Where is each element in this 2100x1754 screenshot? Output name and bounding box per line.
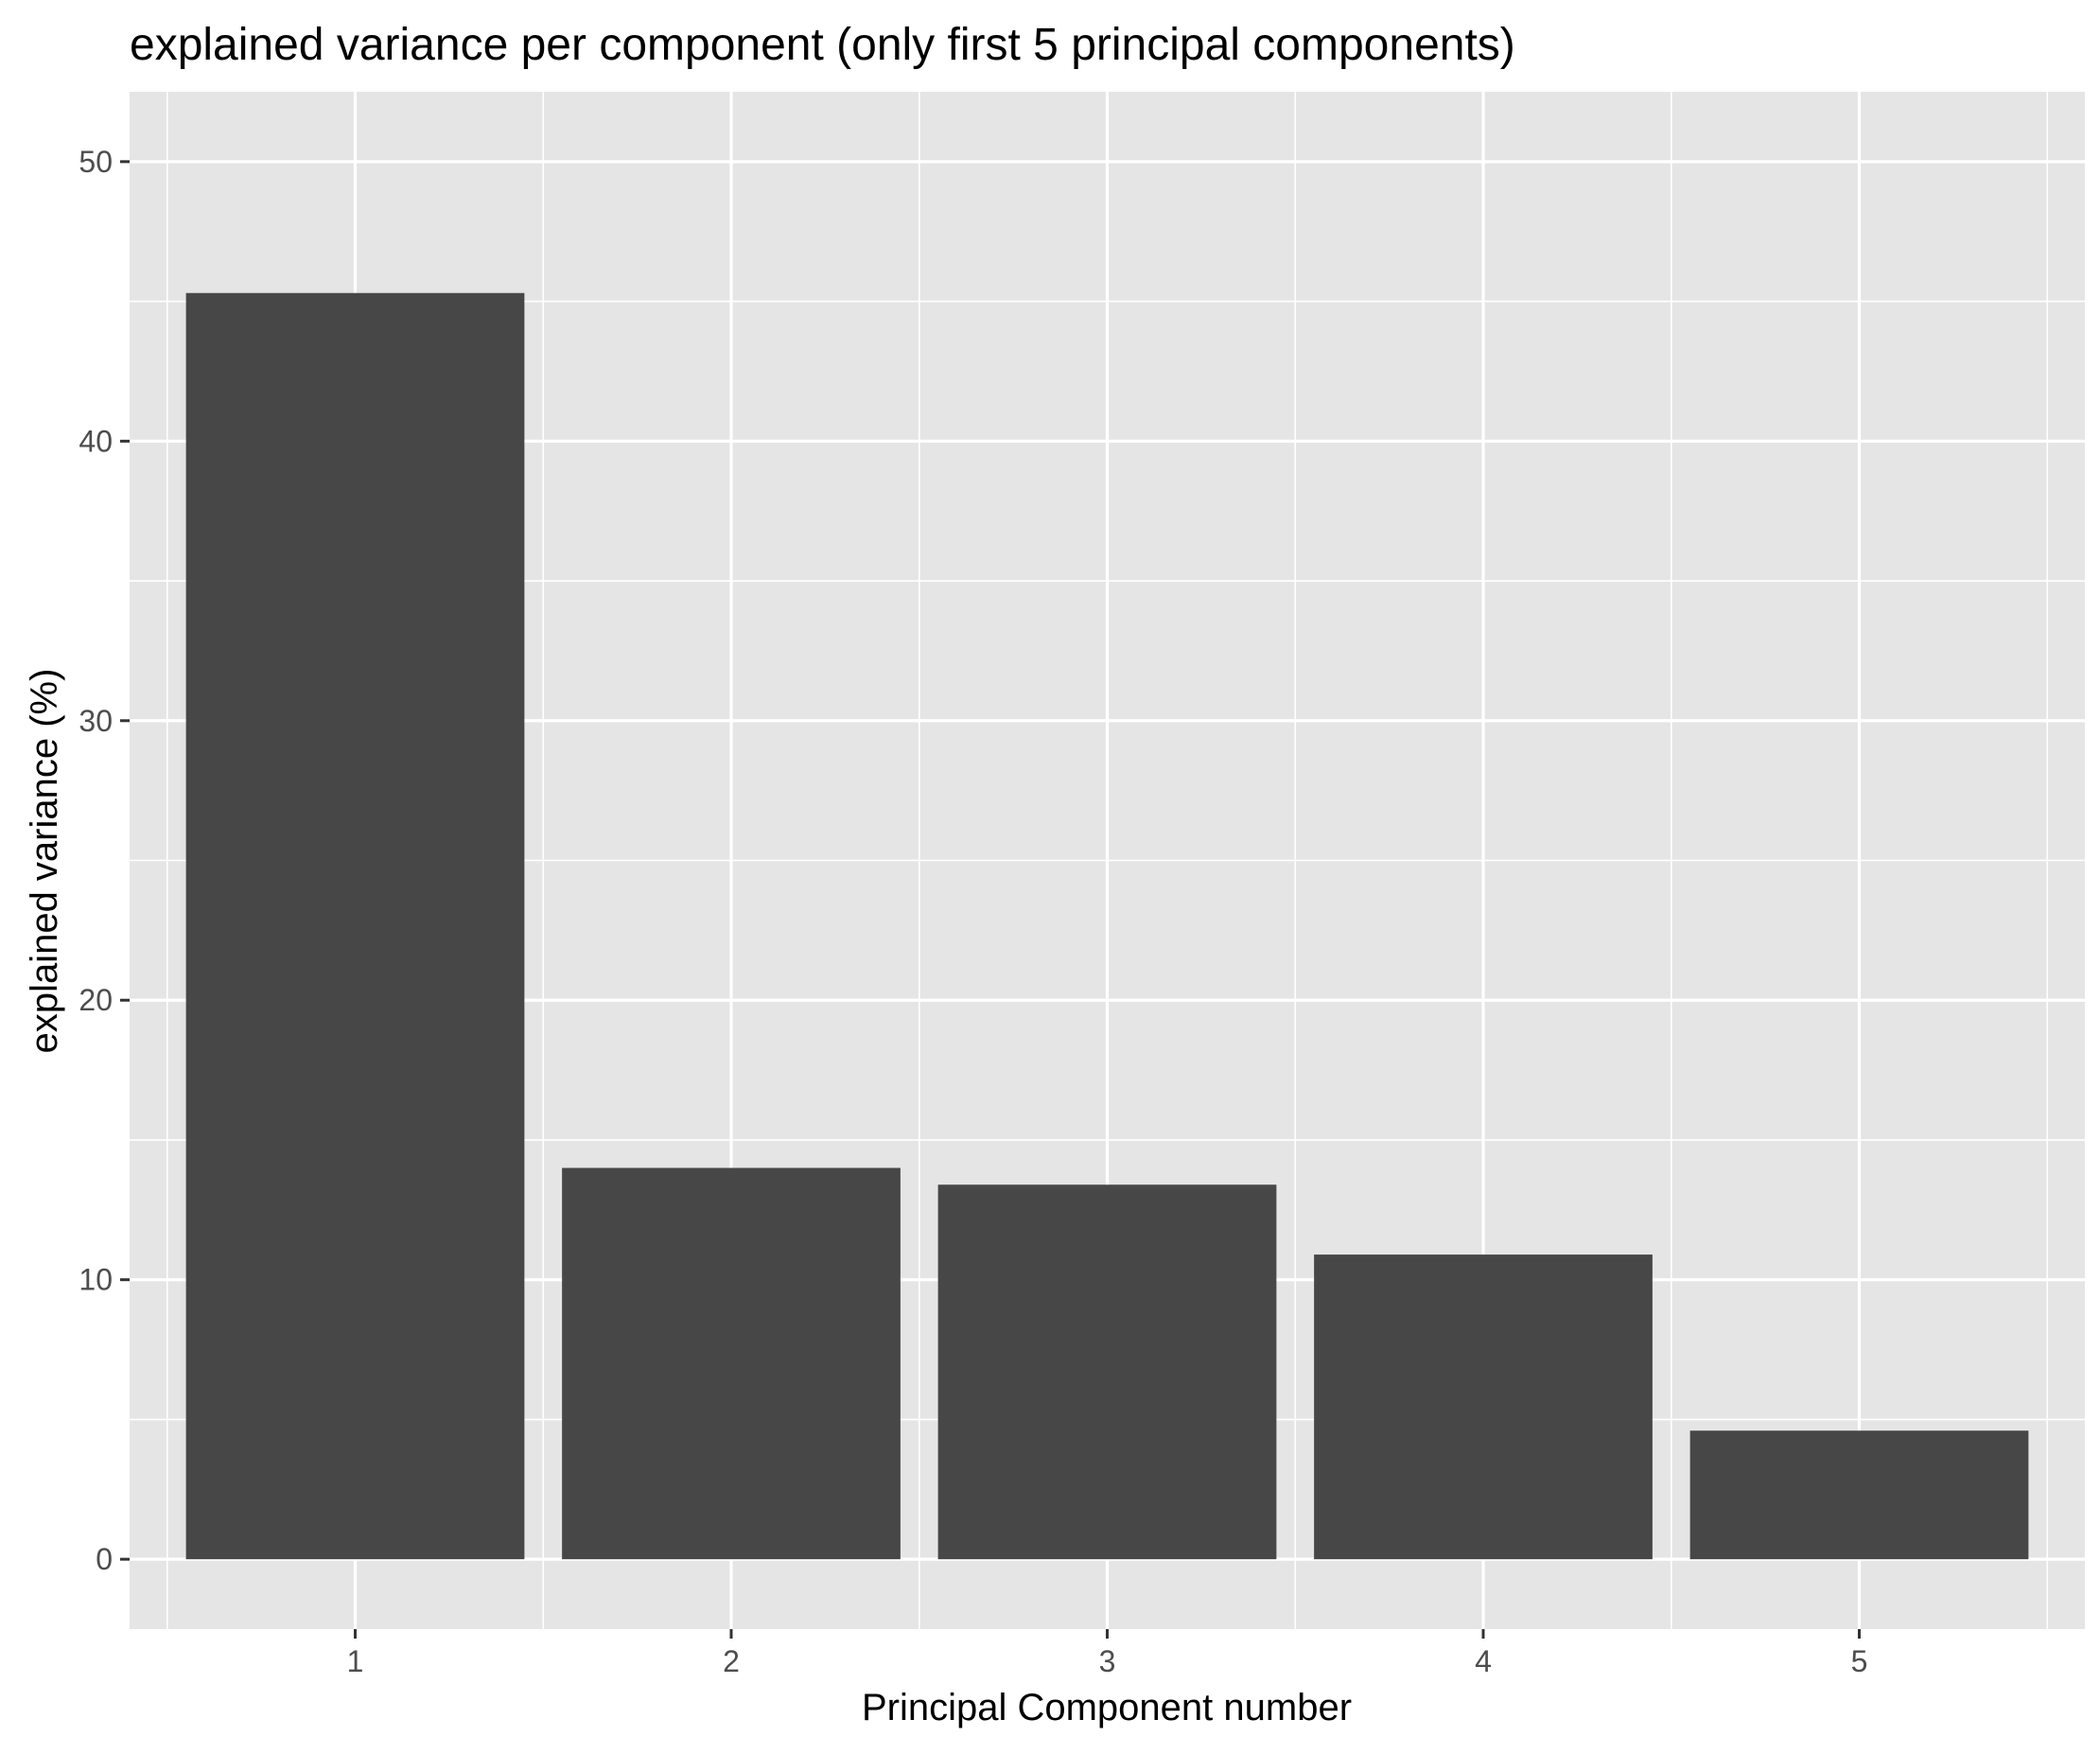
x-tick-label: 1 [347, 1644, 364, 1678]
y-tick-label: 50 [79, 145, 113, 179]
bar-5 [1689, 1430, 2029, 1560]
x-axis-title: Principal Component number [862, 1687, 1352, 1728]
y-tick-label: 10 [79, 1263, 113, 1297]
x-tick-label: 4 [1475, 1644, 1492, 1678]
y-tick-label: 40 [79, 424, 113, 458]
y-tick-label: 0 [96, 1542, 113, 1576]
x-tick-label: 5 [1851, 1644, 1868, 1678]
y-axis-title: explained variance (%) [24, 669, 65, 1054]
bar-3 [937, 1184, 1277, 1560]
bar-1 [185, 292, 525, 1560]
bar-4 [1314, 1254, 1653, 1560]
x-tick-label: 3 [1099, 1644, 1116, 1678]
y-tick-label: 20 [79, 983, 113, 1017]
x-axis: 1 2 3 4 5 [347, 1629, 1868, 1678]
y-axis: 0 10 20 30 40 50 [79, 145, 130, 1576]
bar-2 [562, 1167, 901, 1560]
bars [185, 292, 2029, 1560]
y-tick-label: 30 [79, 704, 113, 738]
chart-title: explained variance per component (only f… [130, 20, 1515, 70]
x-tick-label: 2 [723, 1644, 740, 1678]
